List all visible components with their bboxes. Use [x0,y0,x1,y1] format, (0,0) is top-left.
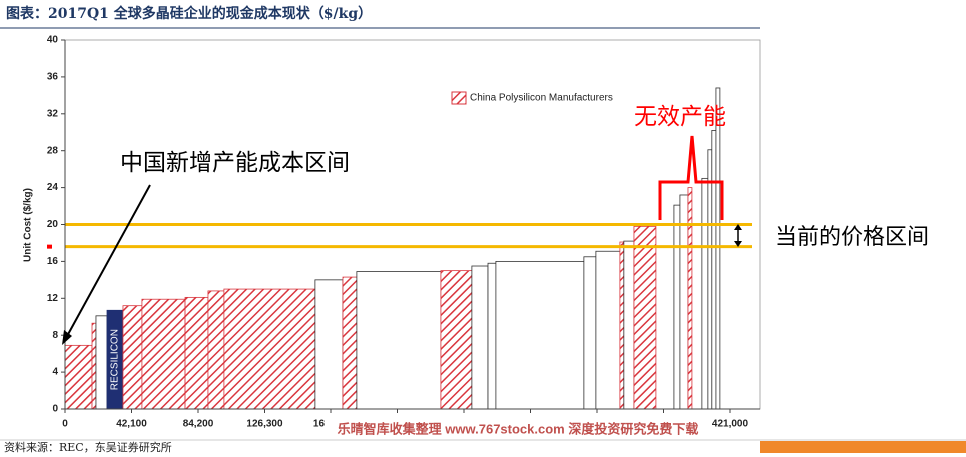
bar [487,262,497,410]
y-tick-label: 40 [47,35,59,46]
y-axis-label: Unit Cost ($/kg) [23,188,34,262]
y-tick-label: 0 [52,404,58,415]
y-tick-label: 4 [52,367,58,378]
bar [91,322,97,410]
bar [122,305,143,410]
bar [440,270,473,410]
x-tick-label: 42,100 [116,419,147,430]
legend-label: China Polysilicon Manufacturers [470,93,613,104]
y-tick-label: 28 [47,145,59,156]
x-tick-label: 0 [62,419,68,430]
bracket [658,135,724,220]
bar [679,194,689,410]
bar [687,187,693,410]
annotation: 中国新增产能成本区间 [120,150,350,176]
source: 资料来源：REC，东吴证券研究所 [4,440,172,454]
annotation: 当前的价格区间 [775,225,929,250]
bar [64,344,93,410]
y-tick-label: 24 [47,182,59,193]
y-tick-label: 12 [47,293,59,304]
annotation-arrow [65,184,151,339]
bar [633,225,657,410]
bar [495,260,585,410]
x-tick-label: 126,300 [246,419,283,430]
y-tick-label: 8 [52,330,58,341]
y-tick-label: 20 [47,219,59,230]
price-marker [47,244,52,249]
legend-swatch [451,91,467,105]
bar [619,241,625,410]
x-tick-label: 84,200 [183,419,214,430]
bar [207,290,225,410]
bar [583,256,597,410]
bar [595,250,621,410]
y-tick-label: 32 [47,108,59,119]
arrow-head [62,330,72,345]
bar [342,276,358,410]
chart-title: 图表：2017Q1 全球多晶硅企业的现金成本现状（$/kg） [6,5,372,22]
bar-label: RECSILICON [110,329,121,390]
bar [673,204,681,410]
bar [471,265,489,410]
bar [223,288,316,410]
bar [623,240,635,410]
bar [701,177,709,410]
bar [95,315,108,410]
arrow-head [734,224,742,230]
y-tick-label: 16 [47,256,59,267]
bar [707,149,713,410]
watermark-bg [325,419,710,441]
x-tick-label: 421,000 [712,419,749,430]
bar [356,271,442,410]
annotation: 无效产能 [634,104,726,130]
bar [184,296,209,410]
footer-bar [760,441,966,453]
watermark: 乐晴智库收集整理 www.767stock.com 深度投资研究免费下载 [338,421,699,436]
y-tick-label: 36 [47,72,59,83]
bar [711,130,717,410]
plot: 0481216202428323640042,10084,200126,3001… [47,35,760,430]
bar [314,279,344,410]
arrow-head [734,241,742,247]
bar [715,87,721,410]
bar [141,298,186,410]
